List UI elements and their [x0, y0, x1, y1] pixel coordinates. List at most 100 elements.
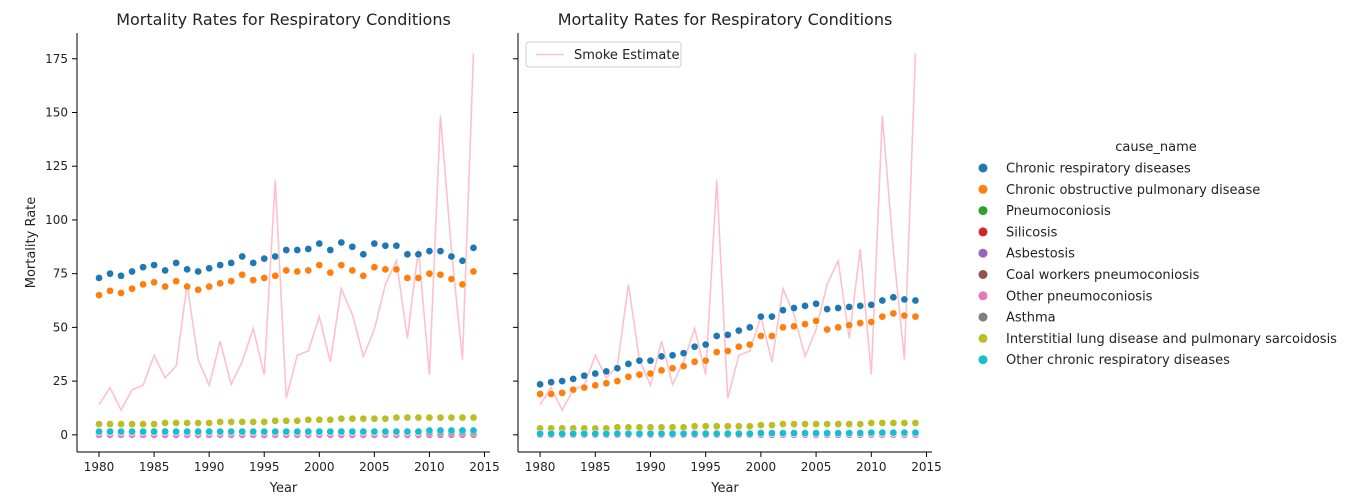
- data-point-interstitial-lung-disease-and-pulmonary-sarcoidosis: [392, 413, 401, 422]
- data-point-interstitial-lung-disease-and-pulmonary-sarcoidosis: [95, 420, 103, 428]
- data-point-other-chronic-respiratory-diseases: [801, 429, 809, 437]
- data-point-other-chronic-respiratory-diseases: [613, 429, 622, 438]
- data-point-other-chronic-respiratory-diseases: [381, 427, 390, 436]
- data-point-interstitial-lung-disease-and-pulmonary-sarcoidosis: [194, 419, 202, 427]
- data-point-chronic-obstructive-pulmonary-disease: [271, 271, 280, 280]
- data-point-other-chronic-respiratory-diseases: [911, 428, 920, 437]
- x-tick-label: 2005: [801, 460, 832, 474]
- data-point-chronic-obstructive-pulmonary-disease: [790, 322, 798, 331]
- data-point-chronic-obstructive-pulmonary-disease: [823, 325, 831, 334]
- data-point-chronic-obstructive-pulmonary-disease: [326, 268, 335, 277]
- data-point-chronic-respiratory-diseases: [757, 312, 765, 321]
- data-point-chronic-obstructive-pulmonary-disease: [889, 309, 898, 318]
- legend-entry-label: Interstitial lung disease and pulmonary …: [1006, 332, 1337, 347]
- data-point-chronic-respiratory-diseases: [779, 306, 787, 315]
- data-point-chronic-respiratory-diseases: [536, 380, 544, 389]
- data-point-other-chronic-respiratory-diseases: [337, 427, 346, 436]
- legend-entry-label: Chronic obstructive pulmonary disease: [1006, 183, 1260, 198]
- y-tick-label: 100: [45, 213, 68, 227]
- data-point-chronic-respiratory-diseases: [150, 261, 158, 269]
- data-point-other-chronic-respiratory-diseases: [779, 429, 787, 437]
- data-point-chronic-respiratory-diseases: [668, 351, 677, 360]
- data-point-chronic-respiratory-diseases: [889, 293, 898, 302]
- legend-title: cause_name: [1115, 140, 1197, 155]
- data-point-chronic-obstructive-pulmonary-disease: [282, 266, 291, 275]
- legend-marker: [978, 291, 988, 301]
- data-point-interstitial-lung-disease-and-pulmonary-sarcoidosis: [458, 413, 467, 422]
- data-point-interstitial-lung-disease-and-pulmonary-sarcoidosis: [745, 422, 754, 431]
- data-point-chronic-respiratory-diseases: [558, 377, 567, 385]
- data-point-interstitial-lung-disease-and-pulmonary-sarcoidosis: [128, 420, 136, 428]
- data-point-interstitial-lung-disease-and-pulmonary-sarcoidosis: [447, 413, 456, 422]
- data-point-interstitial-lung-disease-and-pulmonary-sarcoidosis: [867, 419, 876, 427]
- data-point-chronic-respiratory-diseases: [106, 269, 114, 278]
- data-point-other-chronic-respiratory-diseases: [812, 429, 820, 437]
- data-point-chronic-obstructive-pulmonary-disease: [425, 269, 434, 278]
- data-point-other-chronic-respiratory-diseases: [370, 427, 379, 436]
- figure-legend: cause_name Chronic respiratory diseases Ch…: [978, 140, 1337, 368]
- data-point-chronic-obstructive-pulmonary-disease: [845, 321, 854, 330]
- data-point-interstitial-lung-disease-and-pulmonary-sarcoidosis: [790, 420, 798, 428]
- data-point-chronic-respiratory-diseases: [734, 326, 743, 335]
- data-point-interstitial-lung-disease-and-pulmonary-sarcoidosis: [216, 418, 225, 426]
- data-point-other-chronic-respiratory-diseases: [205, 427, 214, 436]
- data-point-chronic-respiratory-diseases: [458, 256, 467, 265]
- data-point-interstitial-lung-disease-and-pulmonary-sarcoidosis: [117, 420, 125, 428]
- data-point-chronic-respiratory-diseases: [348, 242, 357, 251]
- data-point-chronic-respiratory-diseases: [845, 303, 854, 311]
- data-point-chronic-respiratory-diseases: [414, 250, 423, 259]
- data-point-chronic-obstructive-pulmonary-disease: [359, 271, 368, 280]
- data-point-chronic-obstructive-pulmonary-disease: [447, 275, 456, 283]
- x-tick-label: 2005: [359, 460, 390, 474]
- data-point-chronic-obstructive-pulmonary-disease: [249, 276, 258, 284]
- data-point-other-chronic-respiratory-diseases: [768, 429, 776, 437]
- data-point-interstitial-lung-disease-and-pulmonary-sarcoidosis: [425, 413, 434, 422]
- legend-marker: [978, 163, 988, 173]
- data-point-interstitial-lung-disease-and-pulmonary-sarcoidosis: [845, 420, 854, 428]
- data-point-other-chronic-respiratory-diseases: [889, 428, 898, 437]
- data-point-chronic-obstructive-pulmonary-disease: [161, 282, 169, 291]
- data-point-chronic-obstructive-pulmonary-disease: [679, 362, 688, 370]
- data-point-interstitial-lung-disease-and-pulmonary-sarcoidosis: [249, 418, 258, 426]
- data-point-other-chronic-respiratory-diseases: [304, 427, 313, 436]
- data-point-chronic-respiratory-diseases: [613, 364, 622, 373]
- data-point-interstitial-lung-disease-and-pulmonary-sarcoidosis: [183, 419, 191, 427]
- data-point-chronic-obstructive-pulmonary-disease: [734, 342, 743, 351]
- data-point-chronic-respiratory-diseases: [447, 252, 456, 261]
- x-tick-label: 1985: [139, 460, 170, 474]
- right-panel: Mortality Rates for Respiratory Conditio…: [513, 10, 942, 496]
- chart-title: Mortality Rates for Respiratory Conditio…: [116, 10, 451, 29]
- data-point-interstitial-lung-disease-and-pulmonary-sarcoidosis: [856, 420, 865, 428]
- data-point-other-chronic-respiratory-diseases: [701, 429, 710, 438]
- data-point-chronic-obstructive-pulmonary-disease: [712, 348, 721, 356]
- data-point-chronic-respiratory-diseases: [867, 300, 876, 309]
- data-point-chronic-obstructive-pulmonary-disease: [547, 390, 555, 398]
- data-point-chronic-obstructive-pulmonary-disease: [150, 278, 158, 287]
- legend-marker: [978, 248, 988, 258]
- data-point-other-chronic-respiratory-diseases: [712, 429, 721, 438]
- x-tick-label: 2015: [911, 460, 942, 474]
- data-point-chronic-respiratory-diseases: [172, 259, 180, 267]
- y-tick-label: 0: [60, 428, 68, 442]
- data-point-chronic-obstructive-pulmonary-disease: [878, 312, 887, 321]
- data-point-interstitial-lung-disease-and-pulmonary-sarcoidosis: [260, 418, 269, 426]
- x-tick-label: 2010: [414, 460, 445, 474]
- data-point-interstitial-lung-disease-and-pulmonary-sarcoidosis: [889, 419, 898, 427]
- data-point-chronic-respiratory-diseases: [117, 271, 125, 280]
- data-point-chronic-obstructive-pulmonary-disease: [348, 266, 357, 275]
- data-point-interstitial-lung-disease-and-pulmonary-sarcoidosis: [812, 420, 820, 428]
- x-tick-label: 1980: [525, 460, 556, 474]
- data-point-other-chronic-respiratory-diseases: [238, 427, 247, 436]
- data-point-chronic-respiratory-diseases: [326, 246, 335, 254]
- data-point-chronic-obstructive-pulmonary-disease: [635, 370, 644, 379]
- data-point-other-chronic-respiratory-diseases: [150, 427, 158, 436]
- data-point-chronic-obstructive-pulmonary-disease: [801, 320, 809, 329]
- data-point-chronic-obstructive-pulmonary-disease: [205, 282, 214, 291]
- data-point-chronic-obstructive-pulmonary-disease: [613, 377, 622, 385]
- data-point-chronic-respiratory-diseases: [624, 360, 633, 368]
- data-point-other-chronic-respiratory-diseases: [657, 429, 666, 438]
- data-point-other-chronic-respiratory-diseases: [591, 429, 600, 438]
- y-tick-label: 150: [45, 106, 68, 120]
- data-point-other-chronic-respiratory-diseases: [558, 429, 567, 438]
- data-point-interstitial-lung-disease-and-pulmonary-sarcoidosis: [436, 413, 445, 422]
